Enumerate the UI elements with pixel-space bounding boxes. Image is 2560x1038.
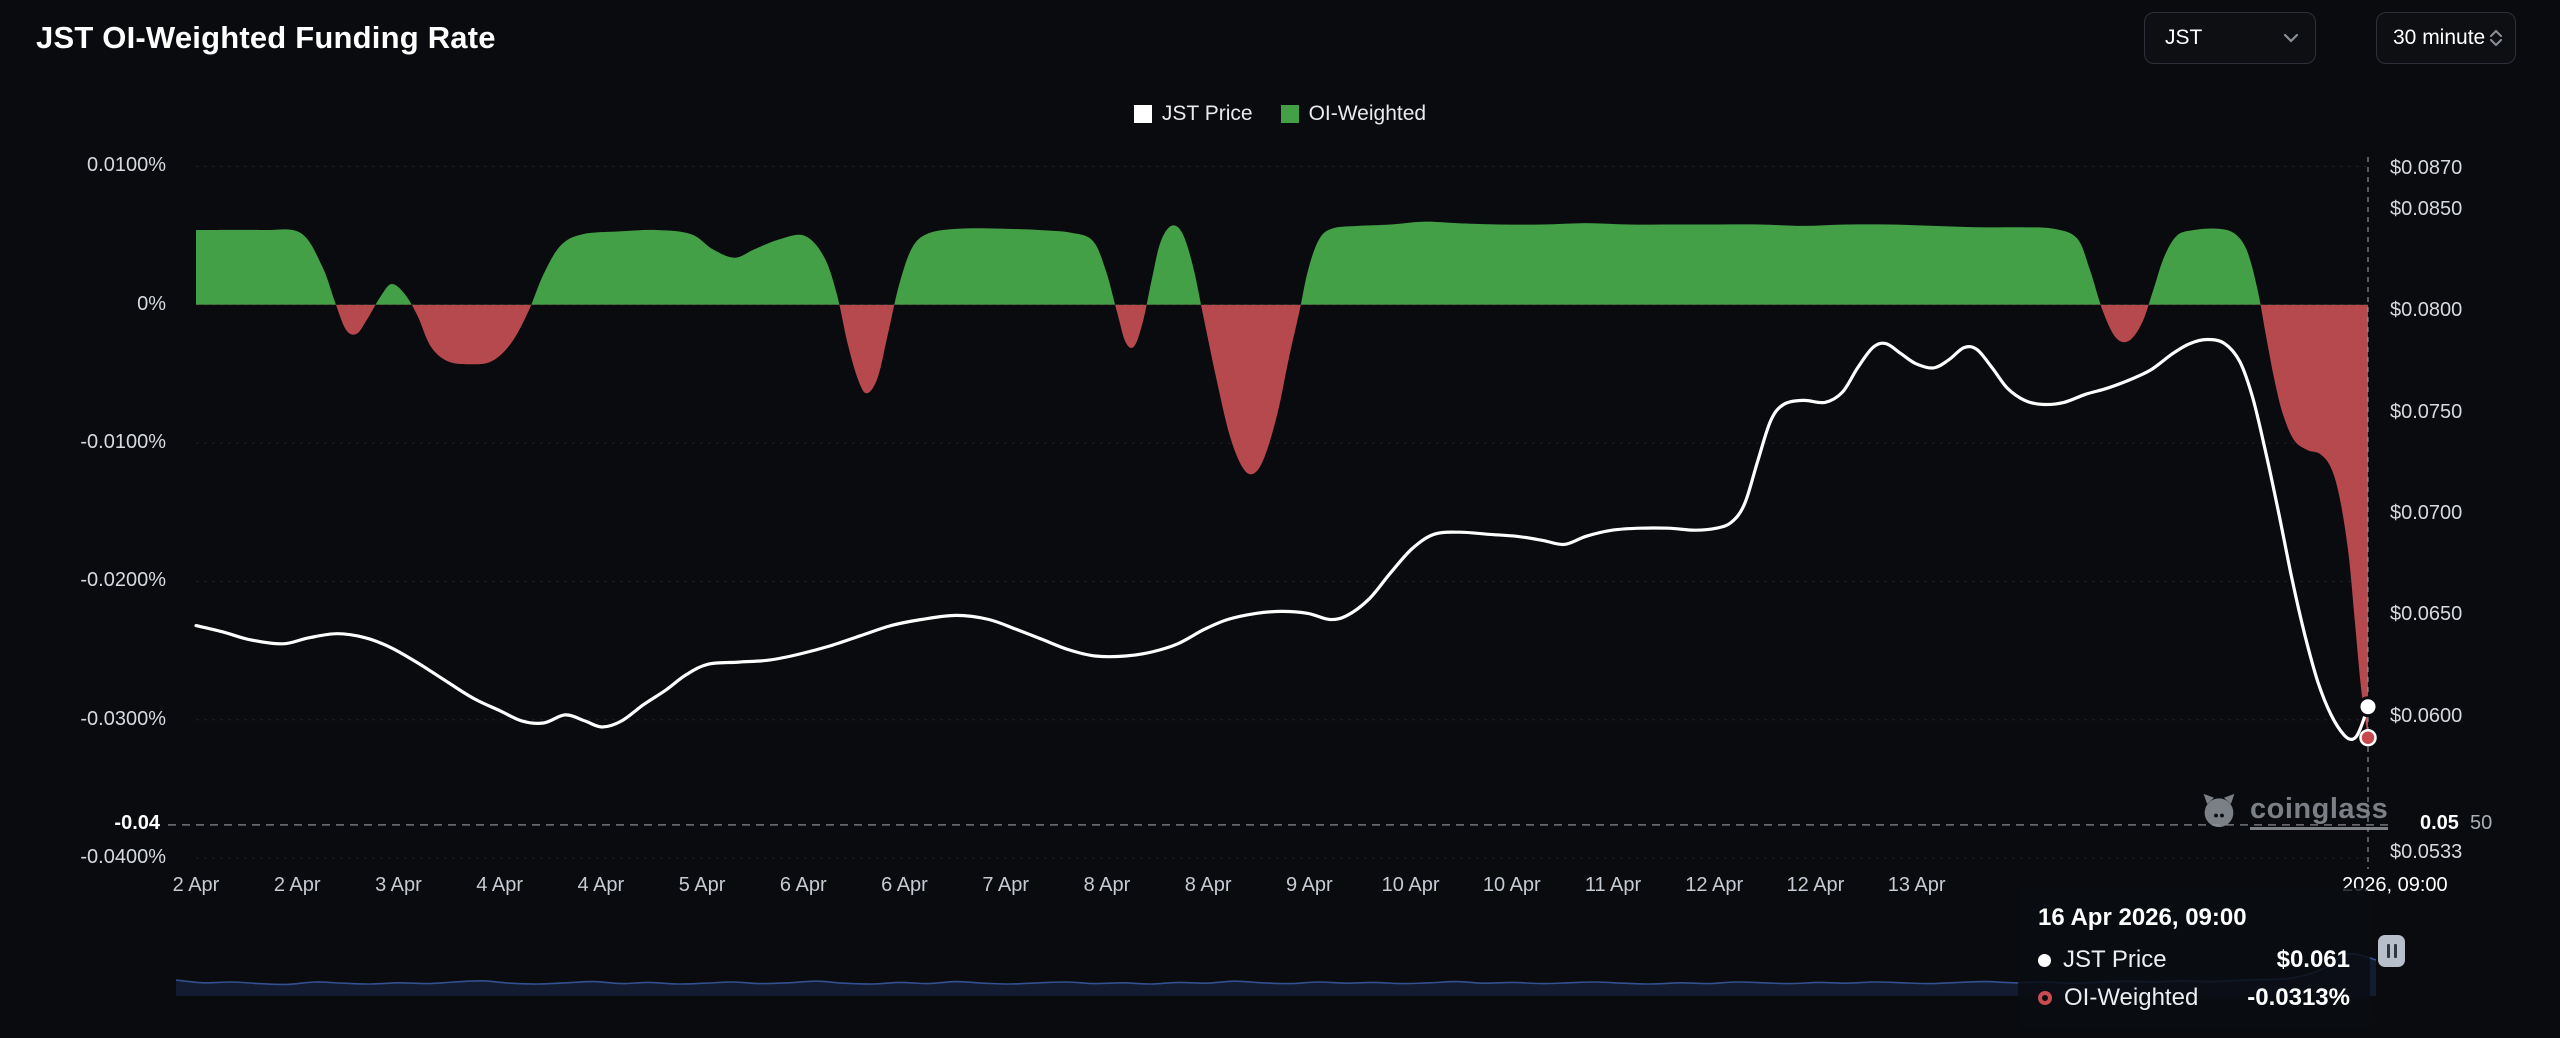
tooltip-timestamp: 16 Apr 2026, 09:00: [2038, 904, 2247, 931]
tooltip-row-funding: OI-Weighted -0.0313%: [2038, 984, 2350, 1012]
page-title: JST OI-Weighted Funding Rate: [36, 20, 496, 55]
symbol-select-value: JST: [2165, 26, 2203, 49]
tooltip-row-price: JST Price $0.061: [2038, 946, 2350, 974]
oi-weighted-swatch: [1280, 105, 1299, 123]
watermark-text: coinglass: [2250, 793, 2389, 830]
symbol-select[interactable]: JST: [2144, 12, 2316, 64]
legend-label: JST Price: [1161, 102, 1253, 125]
tooltip-label: JST Price: [2063, 946, 2167, 973]
red-ring-icon: [2038, 991, 2052, 1005]
tooltip-label: OI-Weighted: [2064, 984, 2199, 1011]
interval-select-value: 30 minute: [2393, 26, 2486, 49]
jst-price-swatch: [1133, 105, 1152, 123]
coinglass-pig-icon: [2203, 793, 2235, 828]
updown-chevrons-icon: [2489, 29, 2503, 47]
interval-select[interactable]: 30 minute: [2376, 12, 2516, 64]
range-navigator[interactable]: [175, 952, 2377, 996]
tooltip-value: -0.0313%: [2247, 984, 2350, 1011]
coinglass-watermark: coinglass: [2198, 790, 2389, 832]
legend-item-jst-price[interactable]: JST Price: [1133, 102, 1253, 126]
white-dot-icon: [2038, 953, 2051, 967]
legend-label: OI-Weighted: [1308, 102, 1427, 125]
legend-item-oi-weighted[interactable]: OI-Weighted: [1280, 102, 1427, 126]
tooltip-value: $0.061: [2276, 946, 2350, 973]
chart-legend: JST Price OI-Weighted: [0, 102, 2560, 126]
navigator-handle[interactable]: [2378, 935, 2405, 967]
chevron-down-icon: [2283, 33, 2299, 43]
chart-tooltip: 16 Apr 2026, 09:00 JST Price $0.061 OI-W…: [2018, 888, 2370, 1028]
